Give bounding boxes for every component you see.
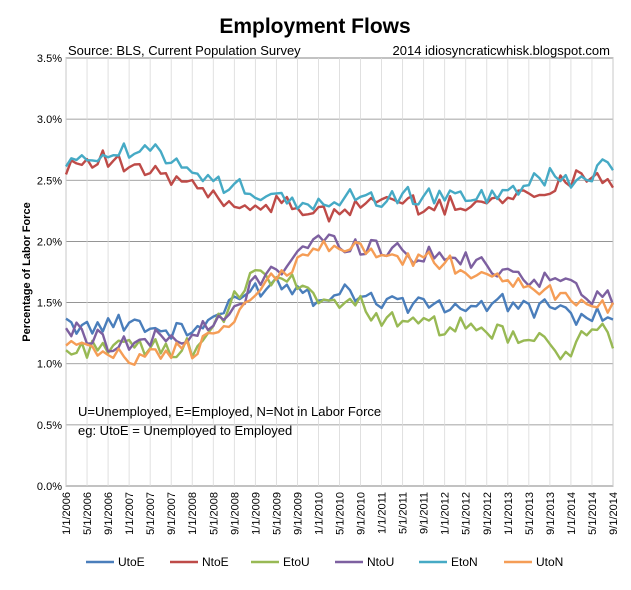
x-tick-label: 1/1/2006: [61, 492, 73, 535]
annotation-line-1: U=Unemployed, E=Employed, N=Not in Labor…: [78, 404, 381, 419]
x-tick-label: 1/1/2014: [566, 492, 578, 535]
x-tick-label: 9/1/2013: [545, 492, 557, 535]
y-tick-label: 3.5%: [37, 53, 62, 65]
y-tick-label: 0.0%: [37, 481, 62, 493]
x-tick-label: 5/1/2011: [398, 492, 410, 534]
x-tick-label: 9/1/2010: [356, 492, 368, 535]
x-tick-label: 5/1/2012: [461, 492, 473, 535]
y-tick-label: 2.0%: [37, 236, 62, 248]
series-line-utoe: [65, 276, 614, 340]
x-tick-label: 5/1/2010: [335, 492, 347, 535]
x-tick-label: 1/1/2011: [377, 492, 389, 534]
x-tick-label: 9/1/2009: [292, 492, 304, 535]
x-tick-label: 5/1/2013: [524, 492, 536, 535]
x-tick-label: 1/1/2013: [503, 492, 515, 535]
chart-title: Employment Flows: [219, 15, 410, 38]
legend-label-uton: UtoN: [536, 555, 563, 569]
x-tick-label: 9/1/2006: [103, 492, 115, 535]
x-tick-label: 9/1/2008: [229, 492, 241, 535]
y-tick-label: 1.5%: [37, 298, 62, 310]
x-tick-label: 5/1/2009: [271, 492, 283, 535]
x-tick-label: 1/1/2007: [124, 492, 136, 535]
x-tick-label: 5/1/2006: [82, 492, 94, 535]
x-tick-label: 5/1/2008: [208, 492, 220, 535]
series-line-uton: [65, 239, 615, 366]
legend-label-ntou: NtoU: [367, 555, 394, 569]
x-tick-label: 1/1/2012: [440, 492, 452, 535]
series-line-eton: [64, 142, 614, 211]
source-note: Source: BLS, Current Population Survey: [68, 43, 301, 58]
credit-note: 2014 idiosyncraticwhisk.blogspot.com: [393, 43, 611, 58]
y-tick-label: 1.0%: [37, 359, 62, 371]
legend-label-utoe: UtoE: [118, 555, 145, 569]
x-tick-label: 1/1/2010: [313, 492, 325, 535]
annotation-line-2: eg: UtoE = Unemployed to Employed: [78, 423, 292, 438]
x-tick-label: 9/1/2007: [166, 492, 178, 535]
legend-label-ntoe: NtoE: [202, 555, 229, 569]
legend-label-eton: EtoN: [451, 555, 478, 569]
x-tick-label: 5/1/2014: [587, 492, 599, 535]
y-axis-ticks: 0.0% 0.5% 1.0% 1.5% 2.0% 2.5% 3.0% 3.5%: [37, 53, 62, 493]
y-axis-label: Percentage of Labor Force: [21, 202, 33, 341]
x-tick-label: 9/1/2012: [482, 492, 494, 535]
x-tick-label: 5/1/2007: [145, 492, 157, 535]
legend: UtoE NtoE EtoU NtoU EtoN UtoN: [86, 555, 563, 569]
x-axis-ticks: 1/1/2006 5/1/2006 9/1/2006 1/1/2007 5/1/2007…: [61, 492, 620, 535]
x-tick-label: 1/1/2008: [187, 492, 199, 535]
series-line-etou: [65, 269, 615, 361]
x-tick-label: 1/1/2009: [250, 492, 262, 535]
y-tick-label: 2.5%: [37, 175, 62, 187]
y-tick-label: 0.5%: [37, 420, 62, 432]
y-tick-label: 3.0%: [37, 114, 62, 126]
series-lines: [64, 142, 615, 366]
x-tick-label: 9/1/2011: [419, 492, 431, 534]
legend-label-etou: EtoU: [283, 555, 310, 569]
x-tick-label: 9/1/2014: [608, 492, 620, 535]
